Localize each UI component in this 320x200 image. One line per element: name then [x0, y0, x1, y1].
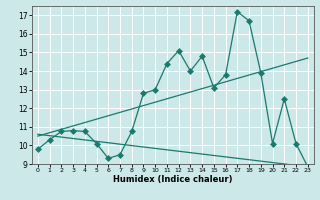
X-axis label: Humidex (Indice chaleur): Humidex (Indice chaleur) — [113, 175, 233, 184]
